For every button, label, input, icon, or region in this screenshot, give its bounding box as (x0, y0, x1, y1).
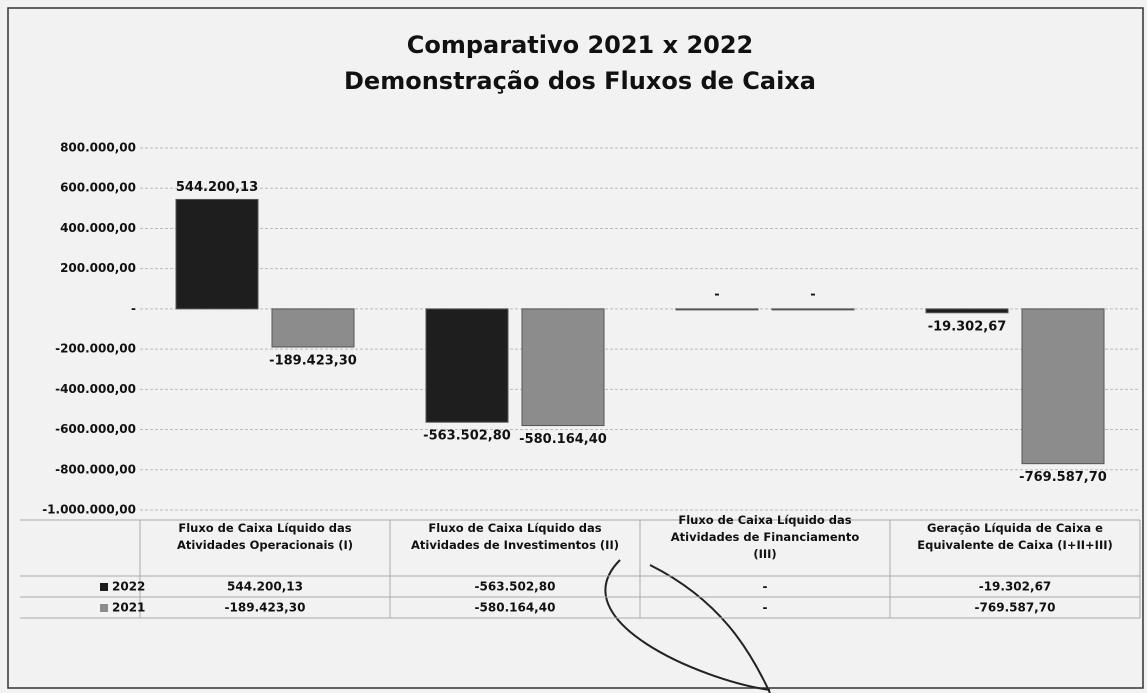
table-cell: - (763, 580, 768, 594)
table-cell: -769.587,70 (975, 601, 1056, 615)
y-tick-label: -800.000,00 (55, 462, 136, 476)
table-cell: -189.423,30 (225, 601, 306, 615)
y-tick-label: 400.000,00 (60, 221, 136, 235)
data-label: - (714, 287, 719, 302)
bar (175, 198, 259, 310)
data-label: - (810, 287, 815, 302)
bar (521, 308, 605, 427)
legend-swatch (100, 583, 108, 591)
x-tick-label: Fluxo de Caixa Líquido das Atividades de… (670, 513, 860, 561)
data-label: -563.502,80 (423, 429, 511, 444)
chart-border (7, 7, 1144, 689)
y-tick-label: -600.000,00 (55, 422, 136, 436)
y-tick-label: 600.000,00 (60, 181, 136, 195)
sketch-mark (604, 559, 771, 693)
data-label: -19.302,67 (928, 319, 1007, 334)
bar (425, 308, 509, 423)
x-tick-label: Geração Líquida de Caixa e Equivalente d… (917, 521, 1113, 552)
table-cell: -19.302,67 (979, 580, 1052, 594)
y-tick-label: -400.000,00 (55, 382, 136, 396)
bar (675, 308, 759, 311)
y-tick-label: -200.000,00 (55, 342, 136, 356)
y-tick-label: -1.000.000,00 (42, 503, 136, 517)
chart-title: Comparativo 2021 x 2022 (407, 31, 754, 59)
table-cell: -563.502,80 (475, 580, 556, 594)
table-cell: -580.164,40 (475, 601, 556, 615)
data-label: -580.164,40 (519, 432, 607, 447)
legend-label: 2021 (112, 601, 145, 615)
bar (271, 308, 355, 348)
y-tick-label: - (131, 301, 136, 315)
table-cell: - (763, 601, 768, 615)
data-label: -189.423,30 (269, 353, 357, 368)
data-label: 544.200,13 (176, 180, 258, 195)
data-label: -769.587,70 (1019, 470, 1107, 485)
y-tick-label: 800.000,00 (60, 141, 136, 155)
bar (771, 308, 855, 311)
bar (1021, 308, 1105, 465)
legend-label: 2022 (112, 580, 145, 594)
legend-swatch (100, 604, 108, 612)
table-cell: 544.200,13 (227, 580, 303, 594)
bar (925, 308, 1009, 314)
y-tick-label: 200.000,00 (60, 261, 136, 275)
x-tick-label: Fluxo de Caixa Líquido das Atividades Op… (176, 521, 354, 552)
chart-subtitle: Demonstração dos Fluxos de Caixa (344, 67, 816, 95)
x-tick-label: Fluxo de Caixa Líquido das Atividades de… (410, 521, 620, 552)
